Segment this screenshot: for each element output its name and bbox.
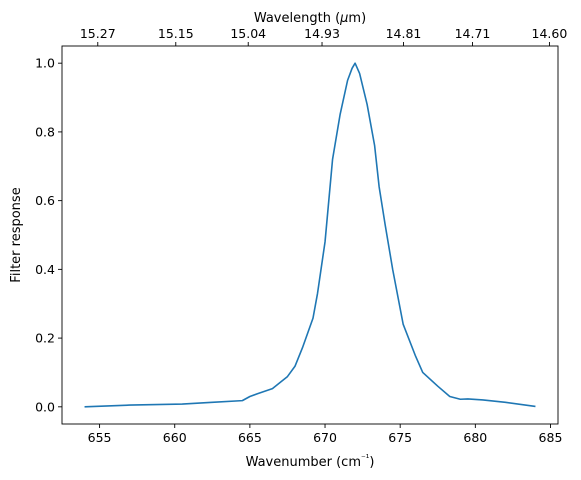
top-tick-label: 14.81 (386, 26, 422, 41)
y-tick-label: 0.8 (35, 124, 55, 139)
y-tick-label: 1.0 (35, 56, 55, 71)
plot-frame (61, 45, 559, 425)
x-tick-label: 660 (163, 430, 187, 445)
top-tick-label: 15.04 (230, 26, 266, 41)
x-tick-label: 665 (238, 430, 262, 445)
top-tick-label: 15.27 (80, 26, 116, 41)
x-tick-label: 675 (388, 430, 412, 445)
series-line (84, 62, 536, 408)
top-tick-label: 14.71 (455, 26, 491, 41)
y-tick-label: 0.0 (35, 399, 55, 414)
top-tick-label: 14.93 (304, 26, 340, 41)
top-tick-label: 14.60 (532, 26, 568, 41)
x-axis-label: Wavenumber (cm⁻¹) (246, 454, 375, 470)
x-tick-label: 670 (313, 430, 337, 445)
x-tick-label: 685 (539, 430, 563, 445)
top-axis-label: Wavelength (μm) (254, 11, 366, 26)
top-tick-label: 15.15 (158, 26, 194, 41)
y-tick-label: 0.4 (35, 262, 55, 277)
tick-layer: 655 660 665 670 675 680 685 0.0 0.2 0.4 0.6 0.8 1.0 1… (35, 26, 567, 445)
y-tick-label: 0.2 (35, 331, 55, 346)
y-tick-label: 0.6 (35, 193, 55, 208)
y-axis-label: Filter response (9, 187, 24, 282)
x-tick-label: 655 (88, 430, 112, 445)
x-tick-label: 680 (463, 430, 487, 445)
